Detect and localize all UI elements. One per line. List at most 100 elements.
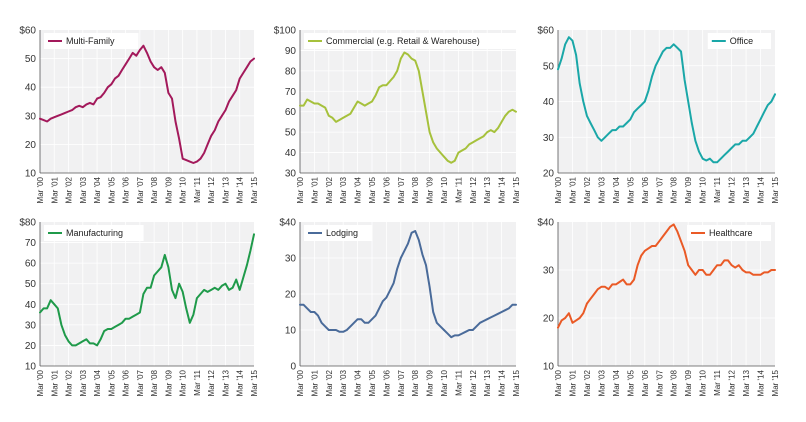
legend: Multi-Family xyxy=(44,33,139,49)
x-tick-label: Mar '12 xyxy=(469,176,478,203)
y-tick-label: 10 xyxy=(543,362,555,373)
legend: Lodging xyxy=(304,225,373,241)
x-tick-label: Mar '04 xyxy=(612,369,621,396)
legend: Manufacturing xyxy=(44,225,144,241)
x-tick-label: Mar '10 xyxy=(699,176,708,203)
x-tick-label: Mar '03 xyxy=(79,176,88,203)
legend-label: Lodging xyxy=(326,228,358,238)
y-tick-label: 40 xyxy=(285,148,297,159)
x-tick-label: Mar '06 xyxy=(382,176,391,203)
x-tick-label: Mar '07 xyxy=(136,176,145,203)
y-tick-label: $40 xyxy=(537,218,554,229)
y-tick-label: 0 xyxy=(290,362,296,373)
x-tick-label: Mar '05 xyxy=(626,369,635,396)
x-tick-label: Mar '08 xyxy=(411,369,420,396)
series-line xyxy=(39,233,255,347)
legend-box xyxy=(304,225,373,241)
y-tick-label: 20 xyxy=(543,169,555,180)
legend-box xyxy=(687,225,771,241)
x-tick-label: Mar '13 xyxy=(742,369,751,396)
x-tick-label: Mar '06 xyxy=(641,176,650,203)
legend-label: Healthcare xyxy=(709,228,753,238)
x-tick-label: Mar '08 xyxy=(411,176,420,203)
x-tick-label: Mar '06 xyxy=(382,369,391,396)
x-tick-label: Mar '05 xyxy=(107,369,116,396)
x-tick-label: Mar '11 xyxy=(193,369,202,395)
chart-panel-1: 30 40 50 60 70 80 90 $100 Mar '00 Mar '01 Mar '02 M… xyxy=(274,26,524,203)
x-tick-label: Mar '07 xyxy=(655,369,664,396)
x-tick-label: Mar '14 xyxy=(757,369,766,396)
x-tick-label: Mar '00 xyxy=(36,176,45,203)
x-tick-label: Mar '10 xyxy=(179,369,188,396)
x-tick-label: Mar '15 xyxy=(512,369,521,396)
x-tick-label: Mar '12 xyxy=(207,176,216,203)
x-tick-label: Mar '02 xyxy=(65,369,74,396)
y-tick-label: $40 xyxy=(279,218,296,229)
x-tick-label: Mar '12 xyxy=(728,176,737,203)
x-tick-label: Mar '13 xyxy=(221,176,230,203)
x-tick-label: Mar '14 xyxy=(498,176,507,203)
x-tick-label: Mar '09 xyxy=(684,369,693,396)
x-tick-label: Mar '02 xyxy=(583,369,592,396)
x-tick-label: Mar '09 xyxy=(164,176,173,203)
y-tick-label: 20 xyxy=(25,140,37,151)
chart-panel-4: 0 10 20 30 $40 Mar '00 Mar '01 Mar '02 Mar '03 Ma… xyxy=(279,218,521,397)
x-tick-label: Mar '15 xyxy=(250,369,259,396)
x-tick-label: Mar '00 xyxy=(554,176,563,203)
x-tick-label: Mar '13 xyxy=(742,176,751,203)
x-tick-label: Mar '11 xyxy=(454,369,463,395)
y-tick-label: 10 xyxy=(25,362,37,373)
x-tick-label: Mar '14 xyxy=(757,176,766,203)
y-tick-label: 30 xyxy=(285,254,297,265)
x-tick-label: Mar '13 xyxy=(221,369,230,396)
y-tick-label: $60 xyxy=(537,26,554,37)
x-tick-label: Mar '07 xyxy=(655,176,664,203)
x-tick-label: Mar '03 xyxy=(339,369,348,396)
x-tick-label: Mar '04 xyxy=(354,176,363,203)
x-tick-label: Mar '08 xyxy=(670,176,679,203)
x-tick-label: Mar '04 xyxy=(354,369,363,396)
x-tick-label: Mar '00 xyxy=(296,369,305,396)
x-tick-label: Mar '08 xyxy=(150,176,159,203)
y-tick-label: 20 xyxy=(543,314,555,325)
y-tick-label: $100 xyxy=(274,26,297,37)
legend: Office xyxy=(707,33,771,49)
x-tick-label: Mar '15 xyxy=(771,176,780,203)
x-tick-label: Mar '09 xyxy=(426,369,435,396)
x-tick-label: Mar '15 xyxy=(512,176,521,203)
y-tick-label: $80 xyxy=(19,218,36,229)
x-tick-label: Mar '12 xyxy=(207,369,216,396)
x-tick-label: Mar '02 xyxy=(65,176,74,203)
x-tick-label: Mar '04 xyxy=(93,176,102,203)
x-tick-label: Mar '00 xyxy=(296,176,305,203)
x-tick-label: Mar '02 xyxy=(325,369,334,396)
chart-panel-5: 10 20 30 $40 Mar '00 Mar '01 Mar '02 Mar '03 Mar… xyxy=(537,218,780,397)
x-tick-label: Mar '13 xyxy=(483,369,492,396)
legend-label: Office xyxy=(730,36,753,46)
series-line xyxy=(299,230,517,339)
legend-box xyxy=(44,225,144,241)
plot-area xyxy=(558,222,775,366)
x-tick-label: Mar '00 xyxy=(554,369,563,396)
legend-label: Manufacturing xyxy=(66,228,123,238)
x-tick-label: Mar '01 xyxy=(50,369,59,396)
plot-area xyxy=(300,30,516,173)
x-tick-label: Mar '05 xyxy=(368,176,377,203)
y-tick-label: 20 xyxy=(25,341,37,352)
x-tick-label: Mar '08 xyxy=(670,369,679,396)
x-tick-label: Mar '10 xyxy=(179,176,188,203)
x-tick-label: Mar '01 xyxy=(568,369,577,396)
chart-panel-2: 20 30 40 50 $60 Mar '00 Mar '01 Mar '02 Mar '03 M… xyxy=(537,26,780,204)
y-tick-label: 50 xyxy=(25,279,37,290)
y-tick-label: 30 xyxy=(25,111,37,122)
y-tick-label: 30 xyxy=(543,266,555,277)
x-tick-label: Mar '12 xyxy=(728,369,737,396)
x-tick-label: Mar '08 xyxy=(150,369,159,396)
x-tick-label: Mar '14 xyxy=(236,176,245,203)
y-tick-label: 50 xyxy=(285,128,297,139)
y-tick-label: 60 xyxy=(25,259,37,270)
x-tick-label: Mar '03 xyxy=(597,176,606,203)
series-line xyxy=(39,44,255,164)
x-tick-label: Mar '05 xyxy=(107,176,116,203)
y-tick-label: 40 xyxy=(25,300,37,311)
